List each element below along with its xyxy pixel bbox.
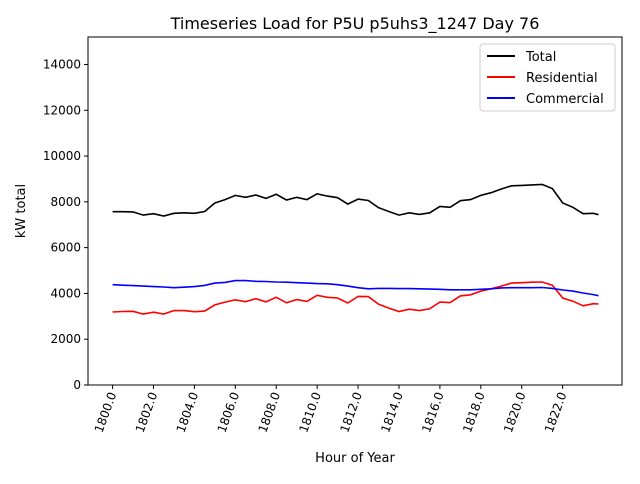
x-tick-label: 1802.0 <box>133 390 161 434</box>
chart-title: Timeseries Load for P5U p5uhs3_1247 Day … <box>170 14 540 34</box>
y-tick-label: 0 <box>73 378 81 392</box>
legend-label: Commercial <box>526 92 604 107</box>
x-tick-label: 1822.0 <box>542 390 570 434</box>
legend-label: Residential <box>526 71 598 86</box>
x-axis-ticks: 1800.0 1802.0 1804.0 1806.0 1808.0 1810.0 1812… <box>92 385 570 434</box>
plot-frame <box>87 36 623 386</box>
legend-label: Total <box>525 50 556 65</box>
x-tick-label: 1810.0 <box>296 390 324 434</box>
y-tick-label: 10000 <box>43 149 81 163</box>
legend-box <box>479 43 616 112</box>
x-tick-label: 1812.0 <box>337 390 365 434</box>
y-tick-label: 2000 <box>50 332 81 346</box>
y-tick-label: 14000 <box>43 57 81 71</box>
y-tick-label: 12000 <box>43 103 81 117</box>
series-line-total <box>112 183 599 217</box>
series-lines <box>112 183 599 315</box>
x-tick-label: 1814.0 <box>378 390 406 434</box>
x-tick-label: 1800.0 <box>92 390 120 434</box>
y-tick-label: 4000 <box>50 286 81 300</box>
y-tick-label: 6000 <box>50 241 81 255</box>
x-tick-label: 1806.0 <box>215 390 243 434</box>
y-axis-ticks: 0 2000 4000 6000 8000 10000 12000 14000 <box>43 57 88 392</box>
y-tick-label: 8000 <box>50 195 81 209</box>
y-axis-label: kW total <box>14 184 29 238</box>
x-tick-label: 1804.0 <box>174 390 202 434</box>
x-tick-label: 1808.0 <box>256 390 284 434</box>
x-tick-label: 1816.0 <box>419 390 447 434</box>
legend: Total Residential Commercial <box>479 43 616 112</box>
series-line-residential <box>112 281 599 315</box>
x-axis-label: Hour of Year <box>315 451 395 466</box>
series-line-commercial <box>112 279 599 297</box>
x-tick-label: 1818.0 <box>460 390 488 434</box>
x-tick-label: 1820.0 <box>501 390 529 434</box>
